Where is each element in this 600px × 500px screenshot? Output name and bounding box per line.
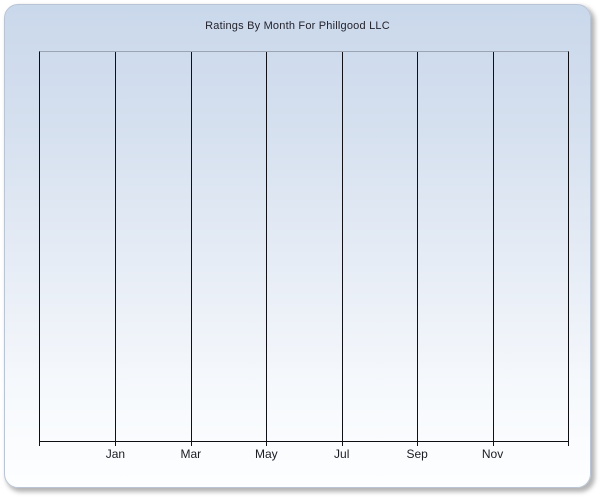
x-axis-tick	[39, 441, 40, 446]
vertical-gridline	[341, 52, 343, 441]
x-axis-label-nov: Nov	[481, 447, 504, 461]
chart-title: Ratings By Month For Phillgood LLC	[205, 20, 390, 32]
x-axis-label-jul: Jul	[334, 447, 350, 461]
plot-area: Jan Mar May Jul Sep Nov	[39, 51, 569, 461]
vertical-gridline	[492, 52, 494, 441]
vertical-gridline	[115, 52, 117, 441]
vertical-gridline	[417, 52, 419, 441]
vertical-gridline	[190, 52, 192, 441]
x-axis-tick	[190, 441, 192, 446]
x-axis-tick	[417, 441, 419, 446]
x-axis-tick	[266, 441, 268, 446]
x-axis-tick	[115, 441, 117, 446]
chart-card: Ratings By Month For Phillgood LLC Jan M…	[4, 4, 591, 488]
x-axis-tick	[492, 441, 494, 446]
x-axis-label-sep: Sep	[406, 447, 428, 461]
x-axis-tick	[568, 441, 569, 446]
x-axis-label-may: May	[254, 447, 278, 461]
x-axis-label-jan: Jan	[105, 447, 126, 461]
x-axis-label-mar: Mar	[180, 447, 202, 461]
x-axis-tick	[341, 441, 343, 446]
vertical-gridline	[266, 52, 268, 441]
